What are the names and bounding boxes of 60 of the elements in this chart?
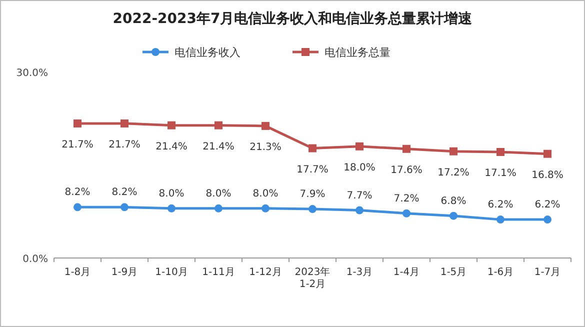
data-label: 8.0% xyxy=(252,188,278,200)
point xyxy=(308,205,316,214)
x-tick-label: 1-3月 xyxy=(346,267,373,278)
point xyxy=(74,119,82,128)
point xyxy=(262,122,270,130)
point xyxy=(308,144,316,152)
data-label: 6.8% xyxy=(440,196,466,207)
data-label: 17.6% xyxy=(390,164,422,176)
point xyxy=(450,212,458,220)
data-label: 8.0% xyxy=(158,188,184,200)
point xyxy=(544,150,552,158)
x-tick-label: 2023年 1-2月 xyxy=(294,266,330,290)
data-label: 8.2% xyxy=(112,187,138,198)
data-label: 7.9% xyxy=(300,189,326,200)
x-tick-label: 1-10月 xyxy=(155,267,188,278)
data-label: 7.2% xyxy=(394,193,420,204)
x-tick-label: 1-6月 xyxy=(487,267,514,278)
x-tick-label: 1-4月 xyxy=(393,267,420,278)
chart-title: 2022-2023年7月电信业务收入和电信业务总量累计增速 xyxy=(112,11,474,27)
x-tick-label: 1-8月 xyxy=(64,267,91,278)
x-tick-label: 1-12月 xyxy=(249,267,282,278)
point xyxy=(544,216,552,224)
data-label: 16.8% xyxy=(532,170,564,181)
point xyxy=(120,119,128,128)
point xyxy=(168,204,176,212)
data-label: 17.7% xyxy=(296,164,328,176)
data-label: 21.7% xyxy=(62,139,94,150)
x-tick-label: 1-9月 xyxy=(111,267,138,278)
data-label: 8.0% xyxy=(206,188,232,200)
data-label: 7.7% xyxy=(346,190,372,202)
point xyxy=(120,203,128,212)
data-label: 6.2% xyxy=(534,200,560,211)
data-label: 8.2% xyxy=(64,187,90,198)
point xyxy=(214,121,222,130)
legend-label: 电信业务收入 xyxy=(174,46,240,59)
data-label: 21.7% xyxy=(108,139,140,150)
data-label: 6.2% xyxy=(488,200,514,211)
point xyxy=(356,142,364,150)
x-tick-label: 1-5月 xyxy=(440,267,467,278)
data-label: 17.2% xyxy=(438,167,470,178)
legend-label: 电信业务总量 xyxy=(324,46,390,59)
data-label: 21.4% xyxy=(202,141,234,152)
point xyxy=(356,206,364,214)
data-label: 18.0% xyxy=(344,162,376,174)
point xyxy=(214,204,222,212)
y-tick-label: 0.0% xyxy=(22,254,48,265)
y-tick-label: 30.0% xyxy=(16,68,48,79)
point xyxy=(496,216,504,224)
point xyxy=(74,203,82,212)
point xyxy=(402,209,410,218)
data-label: 17.1% xyxy=(484,168,516,179)
point xyxy=(450,147,458,156)
x-tick-label: 1-7月 xyxy=(534,267,561,278)
point xyxy=(402,144,410,153)
data-label: 21.3% xyxy=(250,142,282,153)
data-label: 21.4% xyxy=(156,141,188,152)
point xyxy=(168,121,176,130)
point xyxy=(496,148,504,156)
point xyxy=(262,204,270,212)
x-tick-label: 1-11月 xyxy=(202,267,235,278)
